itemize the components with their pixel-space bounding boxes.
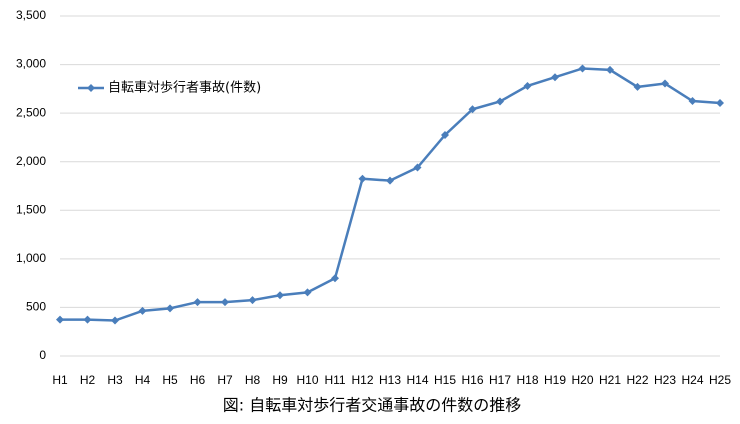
y-tick-label: 3,000 [16, 57, 46, 71]
chart-caption: 図: 自転車対歩行者交通事故の件数の推移 [223, 396, 521, 415]
data-point [221, 298, 229, 307]
data-point [358, 174, 367, 183]
data-point [166, 304, 174, 313]
y-tick-label: 3,500 [16, 8, 46, 22]
x-tick-label: H3 [107, 373, 123, 387]
y-tick-label: 0 [39, 348, 46, 362]
legend-marker [87, 84, 95, 92]
legend-label: 自転車対歩行者事故(件数) [108, 81, 261, 96]
data-point [578, 64, 587, 73]
x-tick-label: H20 [571, 373, 593, 387]
x-tick-label: H19 [544, 373, 566, 387]
data-point [386, 176, 394, 185]
data-point [661, 79, 669, 88]
data-point [138, 306, 147, 315]
data-point [688, 97, 697, 105]
data-point [633, 82, 642, 91]
x-tick-label: H6 [190, 373, 206, 387]
x-tick-label: H12 [351, 373, 373, 387]
data-point [111, 316, 119, 325]
x-tick-label: H7 [217, 373, 233, 387]
x-tick-label: H21 [599, 373, 621, 387]
series-line [60, 67, 721, 322]
data-point [303, 288, 312, 297]
data-point [56, 315, 64, 324]
x-tick-label: H17 [489, 373, 511, 387]
data-point [496, 97, 504, 106]
x-tick-label: H10 [296, 373, 318, 387]
x-tick-label: H15 [434, 373, 456, 387]
x-tick-label: H22 [626, 373, 648, 387]
y-tick-label: 2,000 [16, 154, 46, 168]
x-tick-label: H24 [681, 373, 703, 387]
y-tick-label: 500 [26, 300, 46, 314]
x-tick-label: H25 [709, 373, 731, 387]
x-tick-label: H9 [272, 373, 288, 387]
y-tick-label: 1,500 [16, 202, 46, 216]
data-point [441, 131, 449, 139]
data-point [523, 81, 532, 90]
x-tick-label: H13 [379, 373, 401, 387]
x-tick-label: H5 [162, 373, 178, 387]
x-tick-label: H2 [80, 373, 96, 387]
data-point [83, 315, 92, 324]
data-point [716, 98, 724, 107]
x-tick-label: H4 [135, 373, 151, 387]
data-point [276, 291, 284, 300]
x-tick-label: H23 [654, 373, 676, 387]
x-tick-label: H14 [406, 373, 428, 387]
y-tick-label: 1,000 [16, 251, 46, 265]
data-point [331, 274, 339, 283]
x-tick-label: H16 [461, 373, 483, 387]
data-point [248, 296, 257, 305]
x-tick-label: H1 [52, 373, 68, 387]
data-point [606, 65, 614, 74]
x-tick-label: H18 [516, 373, 538, 387]
y-tick-label: 2,500 [16, 105, 46, 119]
data-point [413, 163, 422, 172]
data-point [193, 298, 202, 307]
data-point [551, 73, 559, 82]
data-point [468, 105, 477, 114]
x-tick-label: H11 [324, 373, 345, 387]
x-tick-label: H8 [245, 373, 261, 387]
